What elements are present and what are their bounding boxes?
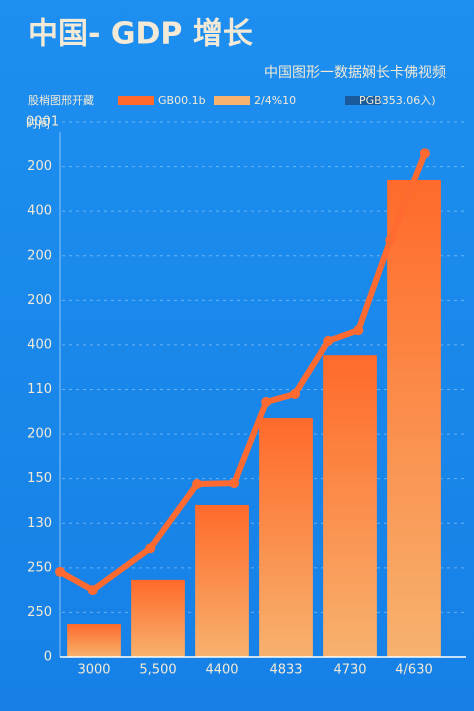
line-point xyxy=(192,479,203,490)
chart-subtitle: 中国图形一数据娴长卡佛视频 xyxy=(264,65,446,81)
line-point xyxy=(87,585,98,596)
y-tick-label: 200 xyxy=(27,293,52,308)
x-tick-label: 5,500 xyxy=(139,663,176,678)
y-tick-label: 200 xyxy=(27,248,52,263)
line-point xyxy=(353,325,364,336)
y-tick-label: 250 xyxy=(27,560,52,575)
bar xyxy=(259,418,313,657)
y-tick-label: 400 xyxy=(27,337,52,352)
line-point xyxy=(261,396,272,407)
y-tick-label: 200 xyxy=(27,159,52,174)
y-axis-label: 时间 xyxy=(26,117,50,131)
legend-swatch xyxy=(118,96,154,105)
y-tick-label: 150 xyxy=(27,471,52,486)
x-tick-label: 4730 xyxy=(333,663,366,678)
y-tick-label: 0 xyxy=(44,650,52,665)
line-point xyxy=(289,388,300,399)
line-point xyxy=(55,566,66,577)
y-tick-label: 400 xyxy=(27,204,52,219)
bar xyxy=(67,624,121,657)
x-tick-label: 4/630 xyxy=(395,663,432,678)
line-point xyxy=(419,148,430,159)
legend-label: 2/4%10 xyxy=(254,94,296,107)
line-point xyxy=(145,543,156,554)
line-point xyxy=(229,478,240,489)
chart-title: 中国- GDP 增长 xyxy=(28,17,253,52)
bar xyxy=(195,504,249,657)
line-point xyxy=(385,235,396,246)
y-tick-label: 130 xyxy=(27,516,52,531)
x-tick-label: 3000 xyxy=(77,663,110,678)
y-tick-label: 200 xyxy=(27,427,52,442)
y-tick-label: 250 xyxy=(27,605,52,620)
bar xyxy=(323,355,377,657)
bar xyxy=(387,179,441,658)
y-tick-label: 110 xyxy=(27,382,52,397)
bar xyxy=(131,579,185,657)
x-tick-label: 4833 xyxy=(269,663,302,678)
legend-label: PGB353.06入) xyxy=(359,94,435,107)
legend-swatch xyxy=(345,96,381,105)
legend-swatch xyxy=(214,96,250,105)
legend-label: GB00.1b xyxy=(158,94,206,107)
x-tick-label: 4400 xyxy=(205,663,238,678)
legend-title: 股梢图邢开藏 xyxy=(28,93,94,107)
y-tick-label: 0001 xyxy=(26,115,59,130)
line-point xyxy=(323,335,334,346)
